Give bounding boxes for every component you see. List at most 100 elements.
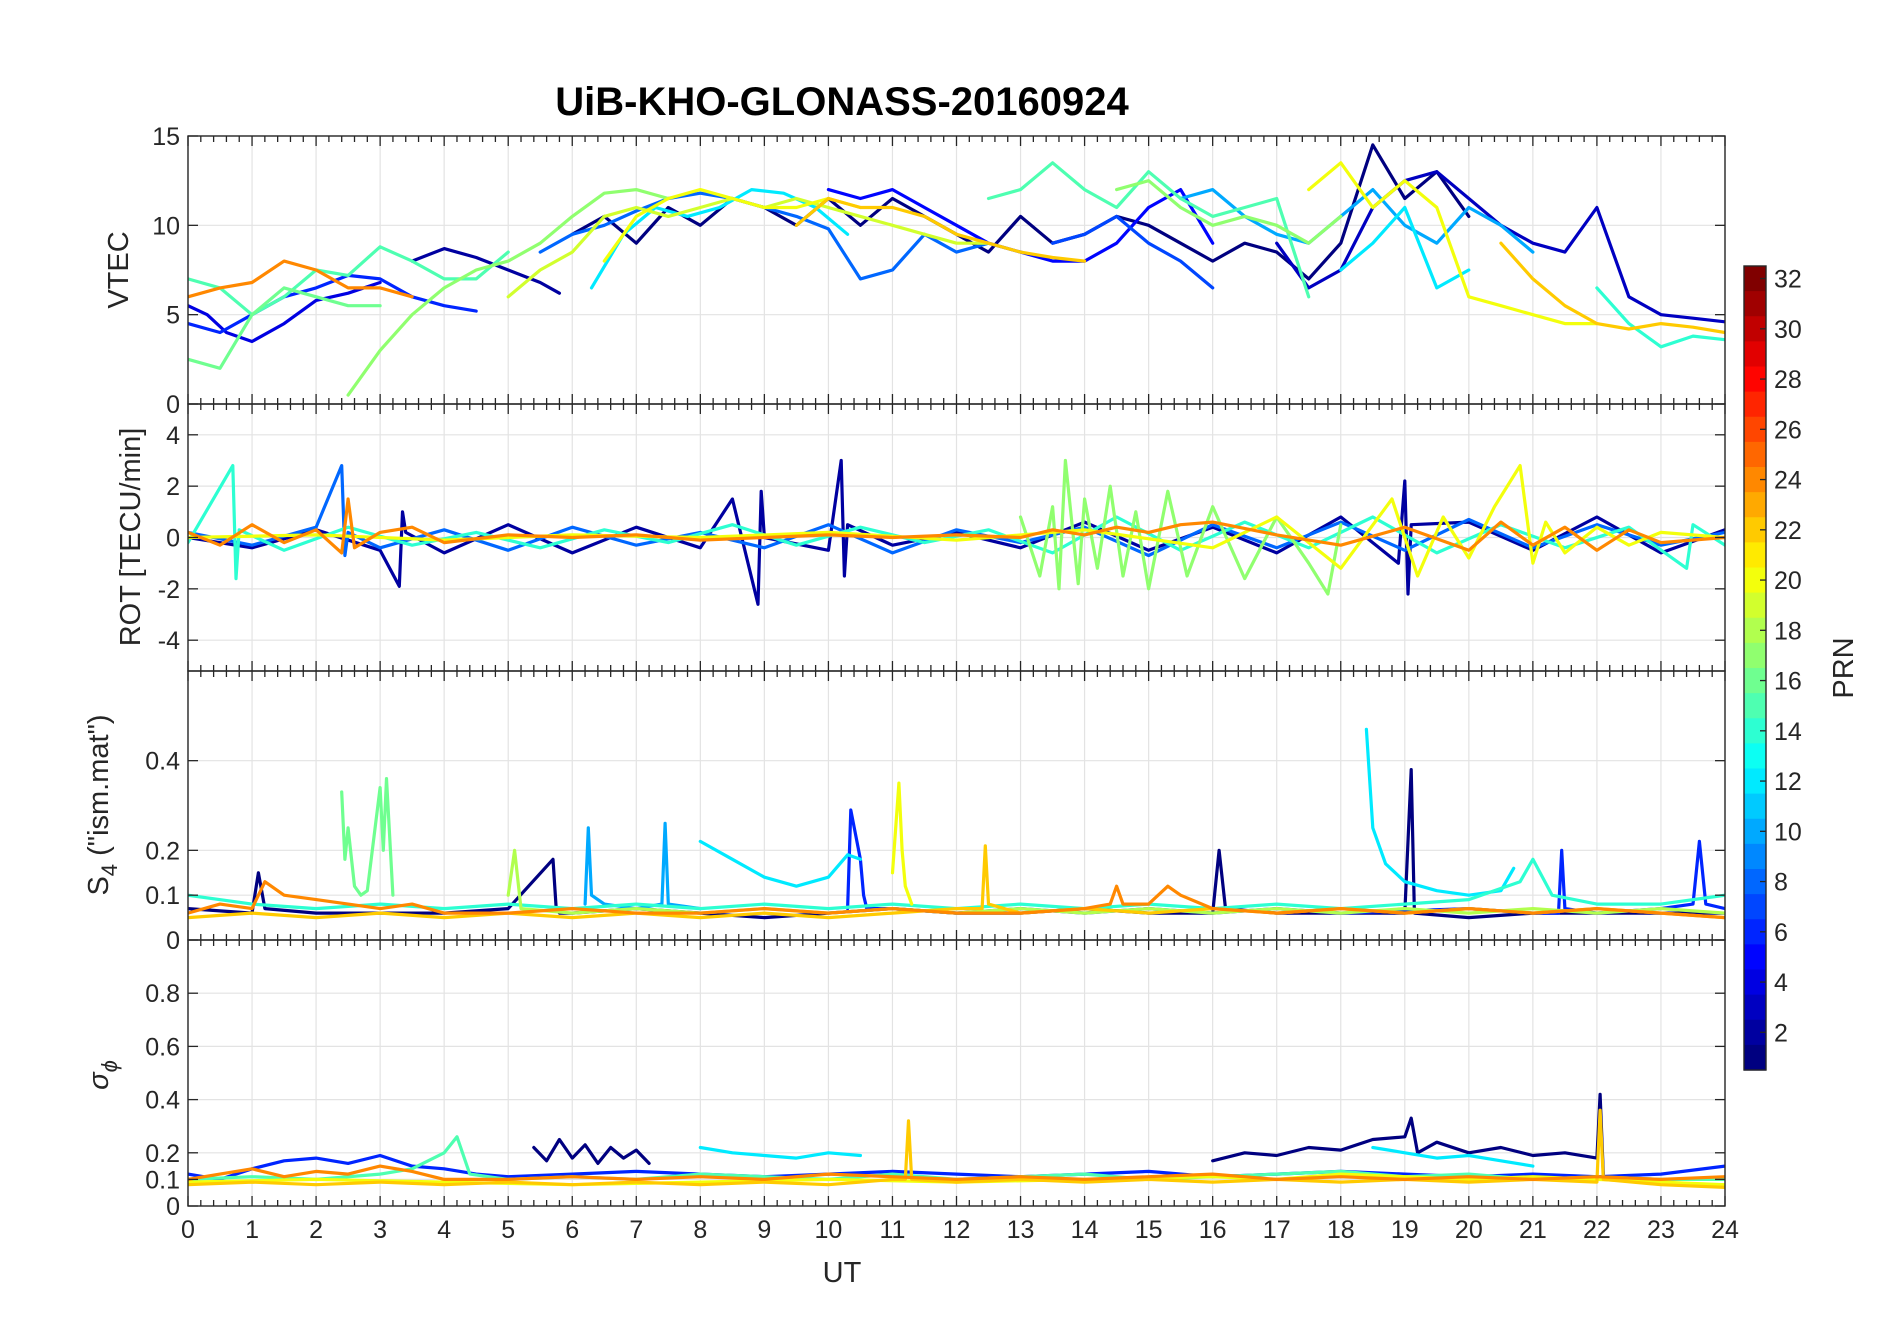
- colorbar-band: [1744, 768, 1766, 795]
- series-line-prn-10: [1178, 188, 1535, 254]
- colorbar-band: [1744, 642, 1766, 669]
- colorbar-tick-label: 26: [1774, 416, 1802, 444]
- colorbar-tick-label: 12: [1774, 768, 1802, 796]
- colorbar-tick-label: 32: [1774, 266, 1802, 294]
- colorbar-tick-label: 22: [1774, 517, 1802, 545]
- y-tick-label: -2: [158, 576, 180, 604]
- y-tick-label: 4: [166, 422, 180, 450]
- colorbar-tick-label: 16: [1774, 668, 1802, 696]
- y-tick-label: 5: [166, 302, 180, 330]
- y-axis-label: σϕ: [83, 1060, 122, 1090]
- y-tick-label: 0.6: [145, 1033, 180, 1061]
- x-tick-label: 11: [879, 1216, 905, 1244]
- y-tick-label: 0.2: [145, 1140, 180, 1168]
- colorbar-tick-label: 28: [1774, 366, 1802, 394]
- colorbar-tick-label: 4: [1774, 969, 1788, 997]
- series-line-prn-17: [1018, 458, 1343, 596]
- sigma-phi-panel: 00.10.20.40.60.80 1 2 3 4 5 6 7 8 9 10 11 12 13 14 15 16…: [83, 939, 1739, 1244]
- y-tick-label: 0.4: [145, 1087, 180, 1115]
- colorbar-band: [1744, 743, 1766, 770]
- colorbar-band: [1744, 843, 1766, 870]
- y-tick-label: 15: [152, 123, 180, 151]
- x-tick-label: 20: [1455, 1216, 1483, 1244]
- series-line-prn-16: [340, 776, 395, 897]
- series-line-prn-15: [986, 161, 1311, 299]
- x-tick-label: 3: [373, 1216, 387, 1244]
- y-tick-label: 0.1: [145, 1166, 180, 1194]
- colorbar-band: [1744, 693, 1766, 719]
- y-axis-label: S4 ("ism.mat"): [83, 714, 122, 895]
- colorbar-tick-label: 8: [1774, 869, 1788, 897]
- series-line-prn-24: [188, 880, 1725, 920]
- y-tick-label: 0: [166, 1193, 180, 1221]
- series-line-prn-24: [188, 259, 414, 299]
- series-line-prn-22: [794, 196, 1087, 263]
- y-tick-label: 0.1: [145, 882, 180, 910]
- series-line-prn-4: [188, 280, 382, 344]
- y-axis-label: VTEC: [103, 231, 135, 308]
- x-tick-label: 4: [437, 1216, 451, 1244]
- chart-title: UiB-KHO-GLONASS-20160924: [555, 80, 1129, 124]
- colorbar-band: [1744, 266, 1766, 292]
- y-axis-label: ROT [TECU/min]: [115, 428, 147, 647]
- x-tick-label: 12: [943, 1216, 971, 1244]
- colorbar-band: [1744, 592, 1766, 619]
- x-tick-label: 15: [1135, 1216, 1163, 1244]
- x-tick-label: 18: [1327, 1216, 1355, 1244]
- x-tick-label: 16: [1199, 1216, 1227, 1244]
- x-tick-label: 17: [1263, 1216, 1291, 1244]
- series-group: [188, 727, 1725, 920]
- series-group: [188, 1092, 1725, 1190]
- x-tick-label: 10: [815, 1216, 843, 1244]
- series-line-prn-20: [1307, 161, 1599, 326]
- colorbar-band: [1744, 517, 1766, 543]
- x-tick-label: 13: [1007, 1216, 1035, 1244]
- series-line-prn-17: [1114, 179, 1343, 245]
- x-tick-label: 0: [181, 1216, 195, 1244]
- colorbar-band: [1744, 1044, 1766, 1071]
- colorbar-tick-label: 20: [1774, 567, 1802, 595]
- series-line-prn-24: [188, 1164, 1725, 1182]
- series-group: [188, 143, 1725, 397]
- colorbar-band: [1744, 668, 1766, 694]
- colorbar-tick-label: 30: [1774, 316, 1802, 344]
- y-tick-label: 10: [152, 212, 180, 240]
- colorbar-tick-label: 24: [1774, 467, 1802, 495]
- colorbar-band: [1744, 1019, 1766, 1046]
- y-tick-label: 0.8: [145, 980, 180, 1008]
- series-line-prn-20: [890, 781, 914, 906]
- colorbar-band: [1744, 567, 1766, 594]
- colorbar-band: [1744, 894, 1766, 920]
- series-line-prn-1: [532, 1137, 651, 1166]
- vtec-panel: 0 5 10 15 VTEC: [103, 123, 1726, 419]
- y-tick-label: 0.2: [145, 837, 180, 865]
- colorbar-band: [1744, 617, 1766, 644]
- x-tick-label: 6: [565, 1216, 579, 1244]
- colorbar-tick-label: 18: [1774, 617, 1802, 645]
- colorbar-tick-label: 2: [1774, 1019, 1788, 1047]
- series-line-prn-17: [346, 188, 670, 397]
- colorbar-band: [1744, 291, 1766, 317]
- series-line-prn-14: [188, 857, 1725, 911]
- colorbar-label: PRN: [1828, 637, 1860, 698]
- series-line-prn-12: [589, 188, 850, 290]
- series-group: [188, 458, 1725, 606]
- colorbar-band: [1744, 869, 1766, 895]
- x-tick-label: 8: [693, 1216, 707, 1244]
- colorbar-band: [1744, 994, 1766, 1021]
- colorbar-band: [1744, 316, 1766, 342]
- x-tick-label: 2: [309, 1216, 323, 1244]
- x-tick-label: 24: [1711, 1216, 1739, 1244]
- colorbar-tick-label: 14: [1774, 718, 1802, 746]
- x-tick-label: 1: [245, 1216, 259, 1244]
- series-line-prn-12: [1339, 205, 1471, 290]
- x-tick-label: 21: [1519, 1216, 1547, 1244]
- y-tick-label: 2: [166, 473, 180, 501]
- colorbar-band: [1744, 818, 1766, 845]
- series-line-prn-14: [1595, 286, 1725, 349]
- series-line-prn-12: [698, 839, 863, 888]
- series-line-prn-22: [1499, 241, 1725, 335]
- x-tick-label: 22: [1583, 1216, 1611, 1244]
